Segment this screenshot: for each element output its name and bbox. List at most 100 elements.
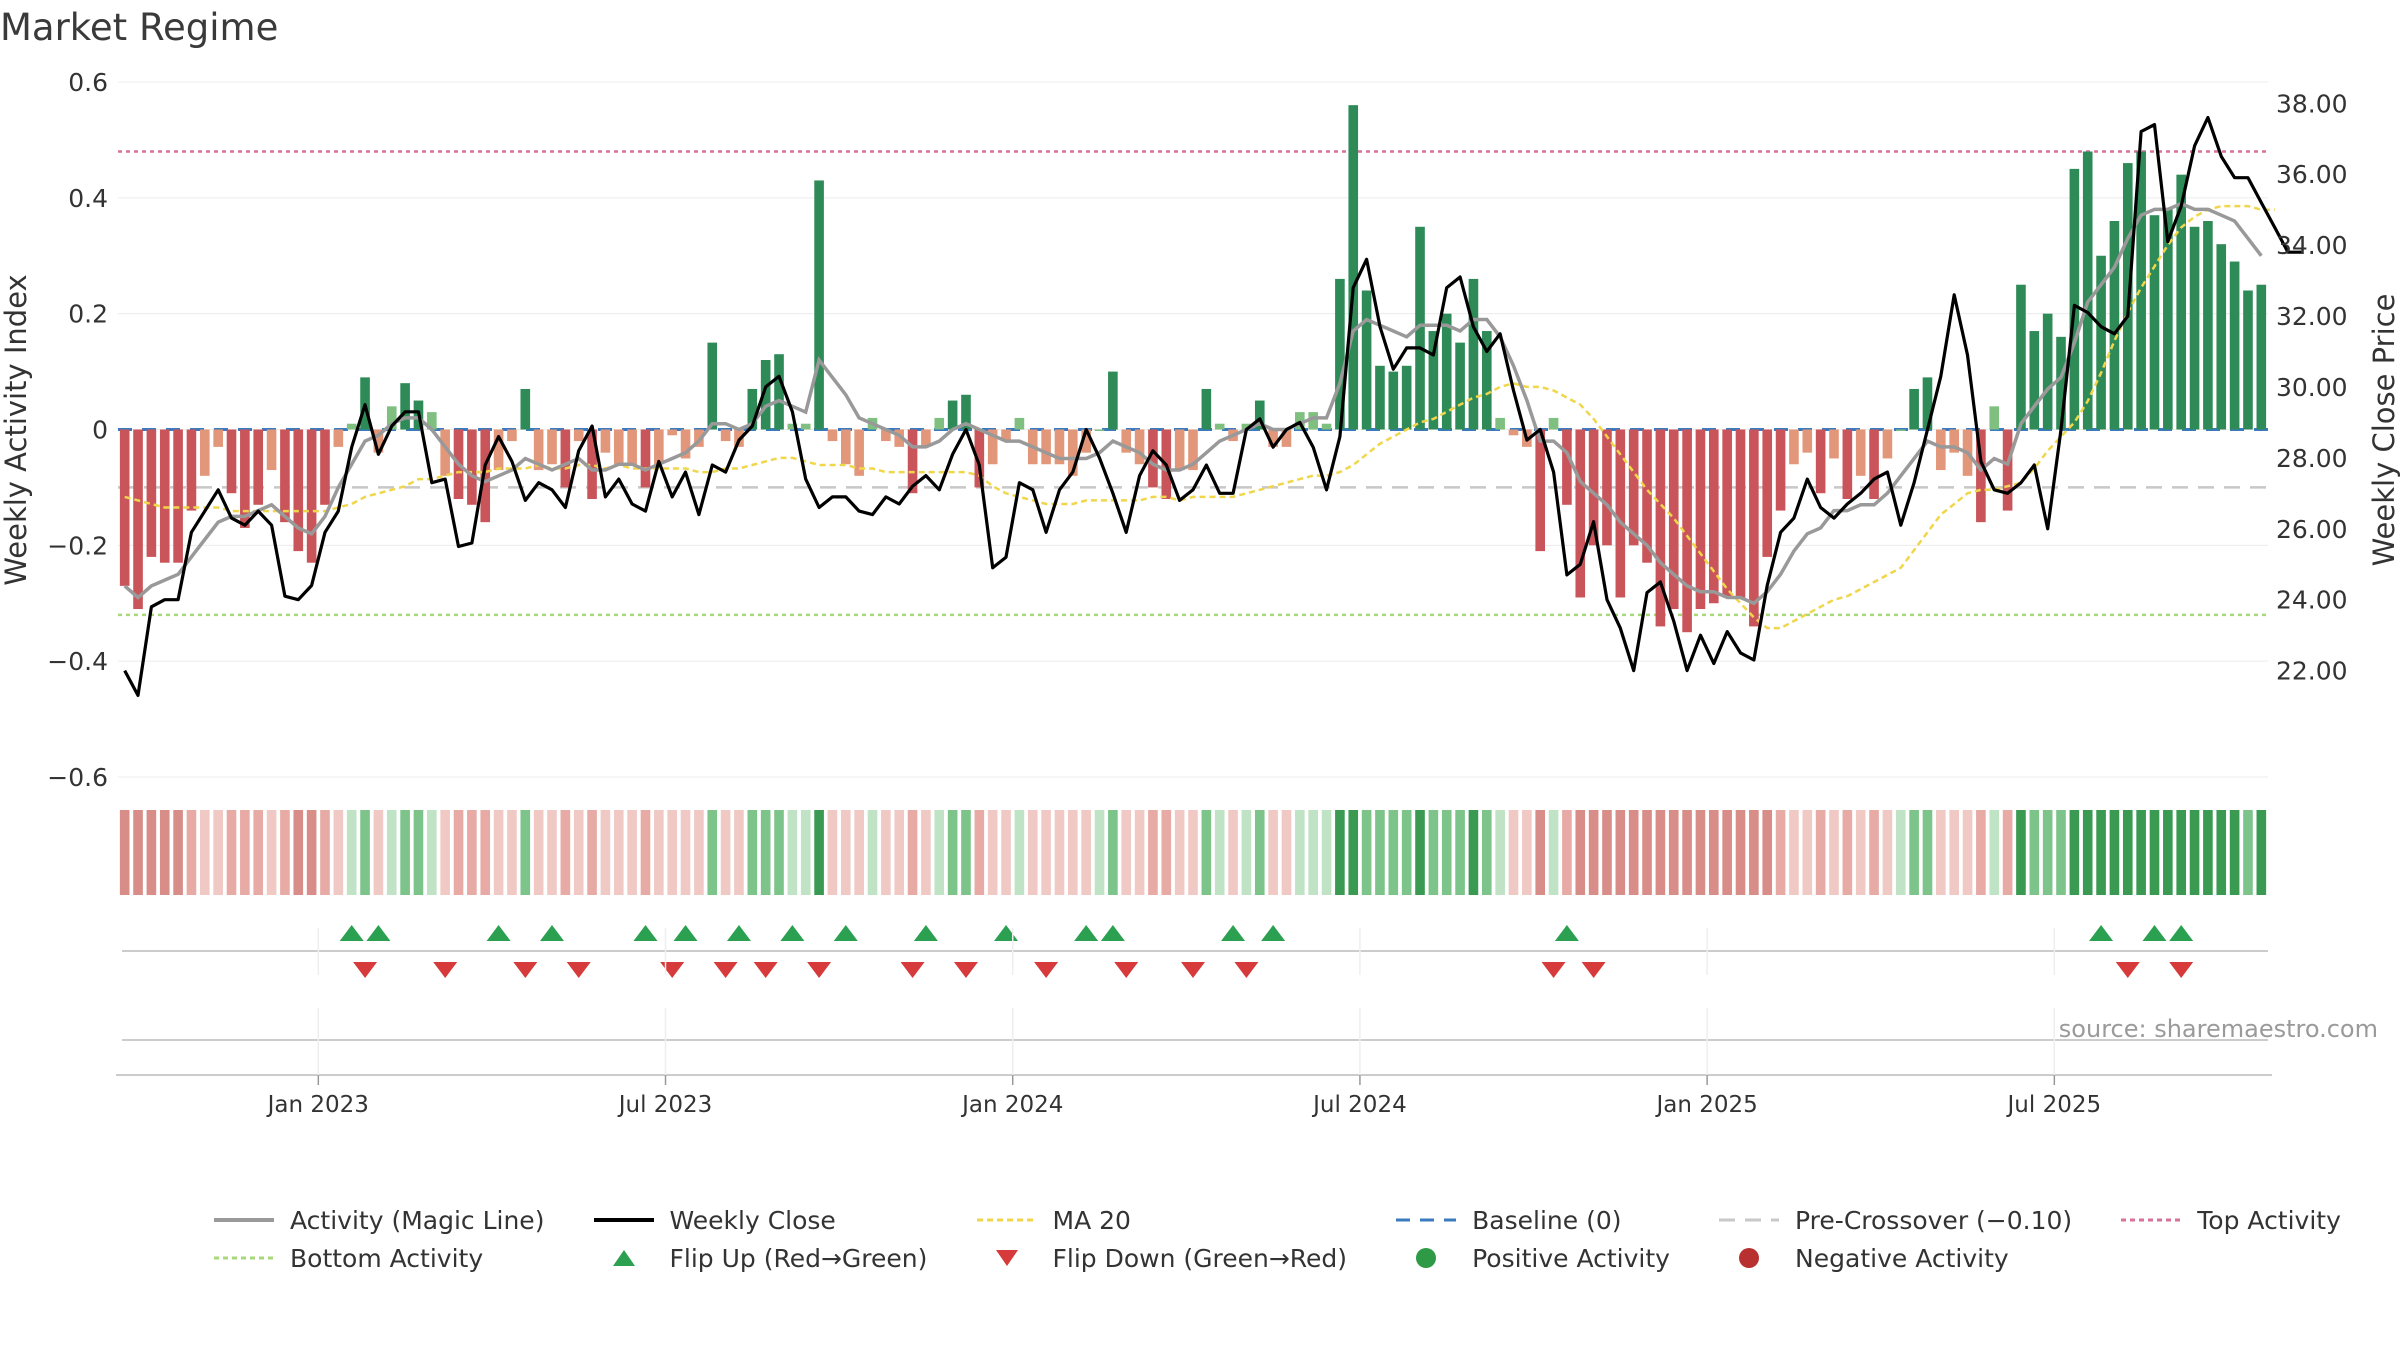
regime-cell (1615, 810, 1626, 895)
activity-bar (961, 394, 971, 430)
flip-up-marker (366, 925, 391, 941)
flip-up-marker (540, 925, 565, 941)
regime-cell (1989, 810, 2000, 895)
activity-bar (386, 406, 397, 430)
activity-bar (560, 429, 571, 488)
activity-bar (1949, 429, 1959, 453)
regime-cell (814, 810, 824, 895)
y2-tick-label: 22.00 (2276, 657, 2348, 686)
flip-up-marker (833, 925, 858, 941)
flip-down-marker (513, 962, 538, 978)
activity-bar (2002, 429, 2013, 511)
regime-cell (787, 810, 798, 895)
activity-bar (1121, 429, 1132, 453)
flip-down-marker (713, 962, 738, 978)
regime-cell (1415, 810, 1425, 895)
flip-up-marker (913, 925, 938, 941)
activity-bar (159, 429, 170, 563)
y2-tick-label: 28.00 (2276, 444, 2348, 473)
legend-item: Flip Down (Green→Red) (977, 1243, 1361, 1273)
regime-cell (1962, 810, 1973, 895)
activity-bar (293, 429, 304, 552)
activity-bar (573, 429, 584, 442)
regime-cell (119, 810, 130, 895)
regime-cell (1802, 810, 1813, 895)
regime-cell (1001, 810, 1011, 895)
flip-down-marker (807, 962, 832, 978)
regime-cell (1268, 810, 1278, 895)
activity-bar (2042, 313, 2053, 430)
activity-bar (640, 429, 651, 488)
activity-bar (1976, 429, 1986, 523)
regime-cell (1735, 810, 1746, 895)
regime-cell (800, 810, 811, 895)
activity-bar (199, 429, 210, 476)
regime-cell (2002, 810, 2013, 895)
legend-item: Weekly Close (593, 1205, 941, 1235)
activity-bar (720, 429, 731, 442)
regime-cell (707, 810, 718, 895)
activity-bar (2082, 151, 2093, 430)
regime-cell (1174, 810, 1185, 895)
y-tick-label: 0.6 (68, 68, 108, 97)
activity-bar (266, 429, 277, 471)
regime-cell (1749, 810, 1759, 895)
regime-cell (1508, 810, 1519, 895)
activity-bar (840, 429, 851, 465)
flip-down-marker (900, 962, 925, 978)
regime-cell (667, 810, 677, 895)
activity-bar (440, 429, 450, 476)
y-axis-ticks: 0.6 0.4 0.2 0 −0.2 −0.4 −0.6 (47, 68, 108, 792)
flip-up-marker (486, 925, 511, 941)
legend-label: Top Activity (2197, 1205, 2341, 1235)
activity-bar (680, 429, 691, 459)
y2-tick-label: 30.00 (2276, 373, 2348, 402)
regime-cell (333, 810, 344, 895)
page-title: Market Regime (0, 6, 279, 49)
regime-cell (1375, 810, 1385, 895)
activity-bar (747, 388, 758, 430)
regime-cell (1949, 810, 1959, 895)
legend-item: Pre-Crossover (−0.10) (1719, 1205, 2085, 1235)
activity-bar (1108, 371, 1118, 430)
activity-bar (1348, 105, 1359, 430)
flip-up-marker (633, 925, 658, 941)
regime-cell (734, 810, 744, 895)
regime-cell (2189, 810, 2200, 895)
legend-label: Flip Down (Green→Red) (1052, 1243, 1348, 1273)
regime-cell (1361, 810, 1372, 895)
regime-cell (1789, 810, 1799, 895)
activity-bar (654, 429, 664, 465)
regime-cell (1682, 810, 1692, 895)
activity-bar (1922, 377, 1933, 430)
activity-bar (1214, 423, 1225, 430)
activity-bar (346, 423, 357, 430)
regime-cell (133, 810, 143, 895)
regime-cell (199, 810, 210, 895)
regime-cell (2176, 810, 2187, 895)
flip-down-marker (1034, 962, 1059, 978)
activity-bar (480, 429, 491, 523)
activity-bar (760, 360, 771, 430)
regime-cell (827, 810, 838, 895)
legend-label: Positive Activity (1472, 1243, 1670, 1273)
activity-bar (1602, 429, 1612, 546)
activity-bar (881, 429, 891, 442)
flip-up-marker (339, 925, 364, 941)
regime-cell (1094, 810, 1105, 895)
regime-cell (987, 810, 998, 895)
activity-bar (373, 429, 384, 453)
legend-label: MA 20 (1052, 1205, 1131, 1235)
regime-cell (1869, 810, 1879, 895)
regime-cell (1709, 810, 1719, 895)
legend-item: MA 20 (976, 1205, 1361, 1235)
activity-bar (987, 429, 998, 465)
regime-cell (1655, 810, 1666, 895)
activity-bar (467, 429, 477, 505)
regime-cell (253, 810, 264, 895)
regime-cell (2136, 810, 2146, 895)
activity-bar (1882, 429, 1893, 459)
regime-cell (1535, 810, 1546, 895)
activity-bar (333, 429, 344, 447)
flip-down-swatch (995, 1250, 1018, 1266)
